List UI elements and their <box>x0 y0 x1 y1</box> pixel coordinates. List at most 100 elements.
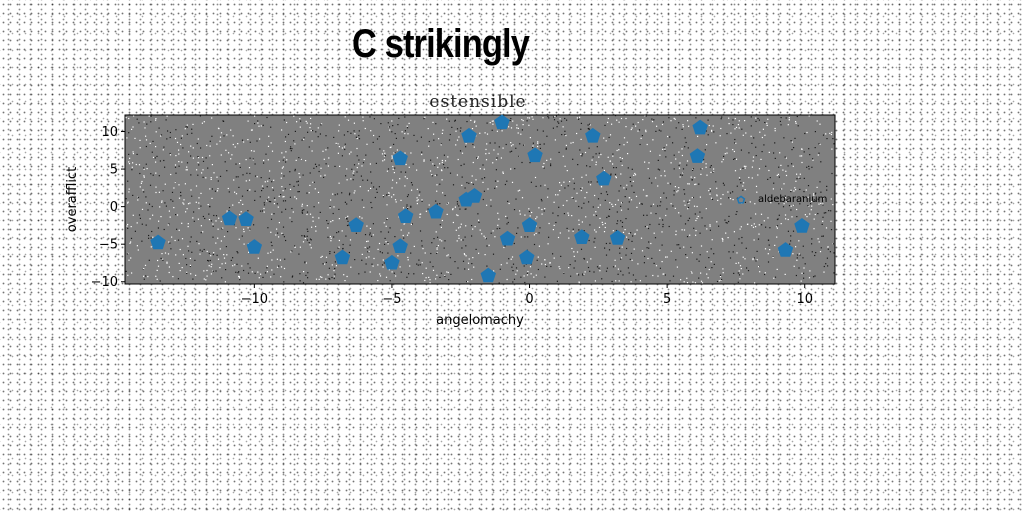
y-axis-label: overafflict <box>65 167 80 232</box>
noise-speck <box>699 254 701 256</box>
noise-speck <box>338 239 340 242</box>
noise-speck <box>487 188 489 190</box>
noise-speck <box>145 196 147 198</box>
noise-speck <box>305 160 307 162</box>
noise-speck <box>537 256 539 258</box>
noise-speck <box>770 202 772 204</box>
y-tick-label: 0 <box>110 200 118 215</box>
noise-speck <box>783 203 785 205</box>
noise-speck <box>257 122 259 124</box>
noise-speck <box>164 252 167 254</box>
noise-speck <box>510 127 513 129</box>
noise-speck <box>358 134 360 137</box>
noise-speck <box>683 281 685 283</box>
noise-speck <box>471 175 473 177</box>
noise-speck <box>440 226 442 228</box>
noise-speck <box>392 168 394 170</box>
noise-speck <box>675 230 677 232</box>
noise-speck <box>814 213 816 216</box>
noise-speck <box>181 161 183 163</box>
noise-speck <box>697 135 699 137</box>
noise-speck <box>282 159 284 161</box>
noise-speck <box>593 241 595 243</box>
noise-speck <box>448 279 450 281</box>
noise-speck <box>366 179 369 181</box>
noise-speck <box>620 220 622 222</box>
noise-speck <box>687 201 689 203</box>
noise-speck <box>267 159 269 161</box>
noise-speck <box>353 174 355 176</box>
noise-speck <box>757 117 759 120</box>
noise-speck <box>546 265 548 267</box>
x-axis: −10 −5 0 5 10 <box>241 284 813 307</box>
noise-speck <box>627 208 629 210</box>
noise-speck <box>226 170 228 172</box>
noise-speck <box>428 204 430 206</box>
noise-speck <box>145 275 147 277</box>
noise-speck <box>726 222 728 224</box>
noise-speck <box>744 167 746 169</box>
noise-speck <box>273 179 275 181</box>
noise-speck <box>655 265 658 267</box>
noise-speck <box>136 245 138 247</box>
noise-speck <box>709 224 711 226</box>
noise-speck <box>180 143 182 146</box>
noise-speck <box>641 203 643 205</box>
noise-speck <box>301 203 303 205</box>
noise-speck <box>639 202 641 204</box>
data-point <box>794 218 810 233</box>
noise-speck <box>708 257 710 259</box>
noise-speck <box>210 266 212 268</box>
noise-speck <box>755 260 757 262</box>
noise-speck <box>646 143 648 146</box>
noise-speck <box>515 198 517 200</box>
noise-speck <box>624 196 626 198</box>
noise-speck <box>392 165 394 168</box>
noise-speck <box>473 146 475 148</box>
noise-speck <box>206 269 208 272</box>
noise-speck <box>249 157 251 159</box>
noise-speck <box>646 214 648 216</box>
noise-speck <box>518 155 520 157</box>
noise-speck <box>143 176 145 178</box>
noise-speck <box>652 274 654 277</box>
noise-speck <box>538 245 540 247</box>
noise-speck <box>292 275 294 277</box>
noise-speck <box>655 213 657 215</box>
noise-speck <box>138 122 140 124</box>
noise-speck <box>343 146 346 148</box>
noise-speck <box>377 280 379 282</box>
noise-speck <box>459 208 461 210</box>
noise-speck <box>280 266 283 268</box>
noise-speck <box>618 280 620 282</box>
noise-speck <box>299 246 301 248</box>
noise-speck <box>601 221 603 223</box>
noise-speck <box>298 191 300 193</box>
noise-speck <box>181 222 183 224</box>
noise-speck <box>224 262 227 264</box>
noise-speck <box>299 280 301 282</box>
noise-speck <box>247 272 250 274</box>
noise-speck <box>541 200 543 202</box>
noise-speck <box>692 196 694 199</box>
noise-speck <box>668 117 670 119</box>
noise-speck <box>333 251 335 253</box>
noise-speck <box>728 117 730 119</box>
noise-speck <box>382 160 384 162</box>
noise-speck <box>732 251 734 253</box>
noise-speck <box>670 162 672 164</box>
noise-speck <box>200 225 202 227</box>
noise-speck <box>645 275 647 277</box>
noise-speck <box>149 142 151 144</box>
noise-speck <box>511 256 514 258</box>
data-point <box>494 114 510 130</box>
noise-speck <box>406 234 409 236</box>
noise-speck <box>711 198 714 200</box>
noise-speck <box>389 280 391 282</box>
noise-speck <box>132 153 134 155</box>
noise-speck <box>679 162 681 164</box>
noise-speck <box>130 226 132 228</box>
noise-speck <box>228 152 230 154</box>
noise-speck <box>590 258 592 260</box>
noise-speck <box>796 259 798 261</box>
